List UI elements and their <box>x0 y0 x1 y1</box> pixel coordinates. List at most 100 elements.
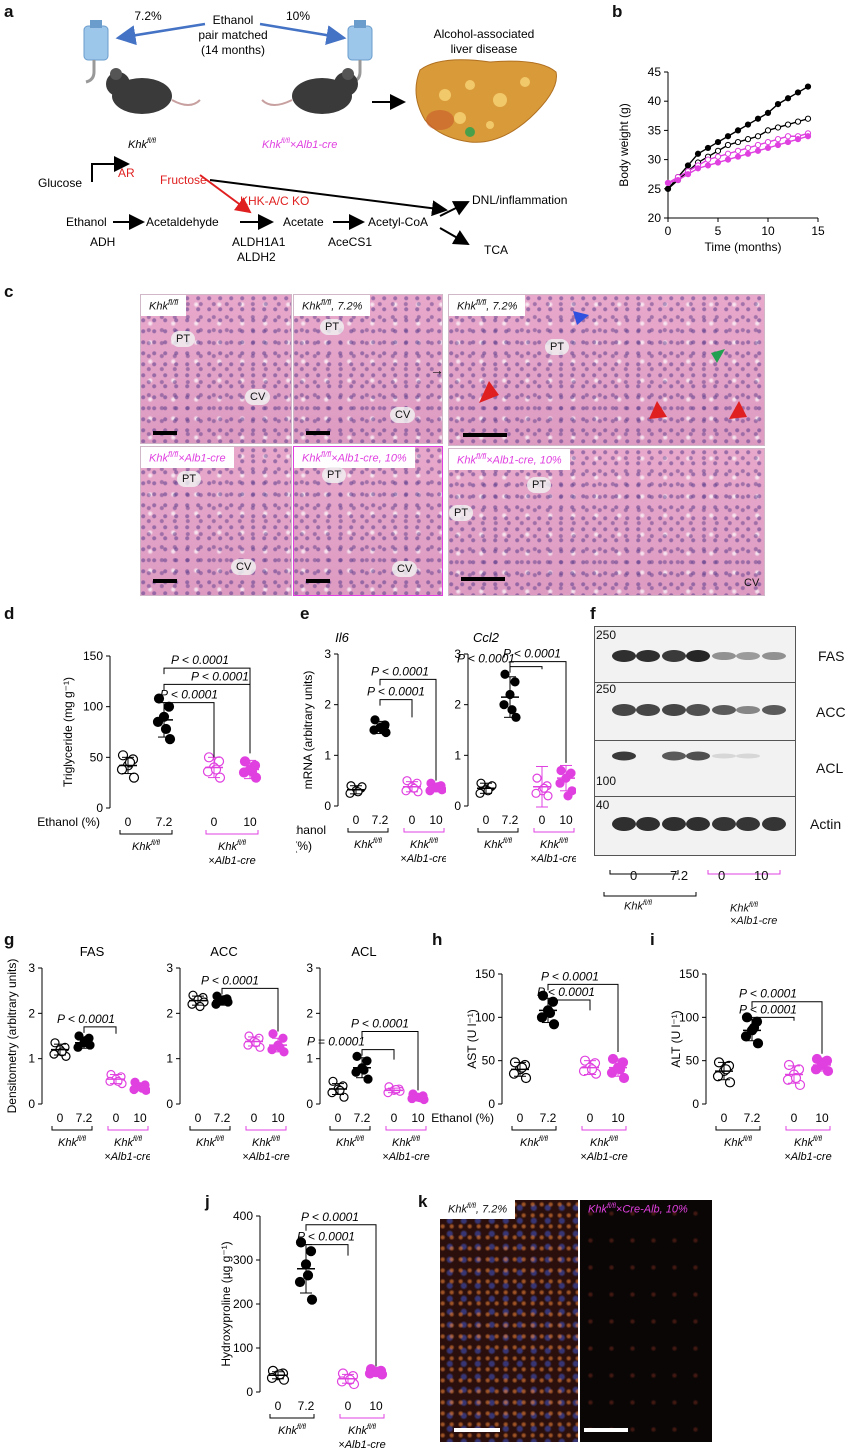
genotype-label-ko: Khkfl/fl <box>392 1136 420 1149</box>
panel-letter-h: h <box>432 930 443 949</box>
data-point <box>694 165 702 172</box>
data-point <box>246 766 258 777</box>
data-point <box>50 1038 60 1048</box>
data-point <box>783 1059 795 1071</box>
genotype-label-wt: Khkfl/fl <box>484 838 512 851</box>
data-point <box>536 1012 548 1023</box>
y-tick-label: 100 <box>475 1010 495 1024</box>
ethanol-axis-label: Ethanol (%) <box>431 1111 494 1125</box>
tca-label: TCA <box>484 243 508 257</box>
significance-bracket <box>751 1016 795 1024</box>
histology-label-4: Khkfl/fl×Alb1-cre <box>141 447 234 468</box>
y-tick-label: 0 <box>96 801 103 815</box>
data-point <box>744 121 752 128</box>
mouse-right-genotype: Khkfl/fl×Alb1-cre <box>262 138 337 151</box>
y-axis-title: Hydroxyproline (µg g⁻¹) <box>219 1241 233 1366</box>
data-point <box>363 1074 373 1084</box>
data-point <box>724 141 732 149</box>
data-point <box>516 1062 528 1073</box>
y-tick-label: 3 <box>454 647 461 661</box>
y-tick-label: 45 <box>648 65 662 79</box>
y-tick-label: 150 <box>475 967 495 981</box>
dnl-label: DNL/inflammation <box>472 193 567 207</box>
panel-letter-j: j <box>205 1192 210 1211</box>
pt-tag: PT <box>320 319 345 335</box>
x-group-label: 10 <box>611 1111 625 1125</box>
p-value-label: P < 0.0001 <box>57 1012 115 1026</box>
genotype-label-ko-suffix: ×Alb1-cre <box>784 1151 831 1163</box>
blot-band <box>736 817 760 831</box>
blot-band <box>712 652 736 660</box>
x-axis-title: Time (months) <box>705 240 782 254</box>
y-tick-label: 0 <box>28 1097 35 1111</box>
group-bracket-wt <box>347 828 389 833</box>
pt-tag: PT <box>177 471 202 487</box>
y-tick-label: 0 <box>166 1097 173 1111</box>
data-point <box>714 159 722 166</box>
data-point <box>804 115 812 122</box>
p-value-label: P < 0.0001 <box>457 652 515 666</box>
x-group-label: 0 <box>721 1111 728 1125</box>
ethanol-center-3: (14 months) <box>201 43 265 57</box>
panel-letter-c: c <box>4 282 14 301</box>
data-point <box>239 756 251 767</box>
x-group-label: 0 <box>345 1399 352 1413</box>
x-group-label: 0 <box>539 813 546 827</box>
chart-title: ACC <box>210 944 237 959</box>
aldh2-label: ALDH2 <box>237 250 276 264</box>
genotype-label-wt: Khkfl/fl <box>132 840 160 853</box>
blot-band <box>612 817 636 831</box>
y-tick-label: 300 <box>233 1253 253 1267</box>
p-value-label: P < 0.0001 <box>503 647 561 661</box>
acetate-label: Acetate <box>283 215 324 229</box>
data-point <box>618 1072 630 1084</box>
cv-tag: CV <box>245 389 271 405</box>
data-point <box>520 1072 532 1084</box>
genotype-label-ko: Khkfl/fl <box>794 1136 822 1149</box>
ethanol-center-1: Ethanol <box>213 13 254 27</box>
x-tick-label: 15 <box>811 224 825 238</box>
blot-band <box>712 705 736 715</box>
data-point <box>764 144 772 152</box>
significance-bracket <box>379 699 413 718</box>
p-value-label: P < 0.0001 <box>301 1210 359 1224</box>
data-point <box>774 141 782 149</box>
y-tick-label: 150 <box>679 967 699 981</box>
genotype-label-ko-suffix: ×Alb1-cre <box>104 1151 150 1163</box>
blot-band <box>662 704 686 716</box>
pt-tag: PT <box>545 339 570 355</box>
y-tick-label: 2 <box>454 698 461 712</box>
scale-bar <box>153 579 177 583</box>
data-point <box>720 1064 732 1075</box>
y-tick-label: 400 <box>233 1209 253 1223</box>
ethanol-pathway-label: Ethanol <box>66 215 107 229</box>
x-group-label: 10 <box>559 813 573 827</box>
data-point <box>409 783 419 793</box>
genotype-label-wt: Khkfl/fl <box>520 1136 548 1149</box>
data-point <box>377 724 387 734</box>
cv-tag: CV <box>390 407 416 423</box>
x-group-label: 0 <box>335 1111 342 1125</box>
conc-right-label: 10% <box>286 9 310 23</box>
data-point <box>73 1042 83 1052</box>
panel-g-fas-chart: 0 1 2 3 FAS Densitometry (arbitrary units) 0 7.… <box>5 944 150 1163</box>
data-point <box>734 153 742 160</box>
significance-bracket <box>547 983 619 1052</box>
data-point <box>268 1029 278 1039</box>
blot-band <box>736 753 760 759</box>
y-tick-label: 1 <box>166 1052 173 1066</box>
data-point <box>243 1040 253 1050</box>
significance-bracket <box>83 1026 117 1034</box>
p-value-label: P < 0.0001 <box>739 1002 797 1016</box>
data-point <box>210 764 222 775</box>
data-point <box>684 171 692 178</box>
panel-letter-a: a <box>4 2 14 21</box>
acecs1-label: AceCS1 <box>328 235 372 249</box>
y-tick-label: 2 <box>166 1006 173 1020</box>
panel-g-acl-chart: 0 1 2 3 ACL 0 7.2 0 10 Khkfl/fl Khkfl/fl ×Alb1-cre P… <box>306 944 429 1163</box>
pt-tag: PT <box>171 331 196 347</box>
p-value-label: P < 0.0001 <box>191 669 249 683</box>
marker-100: 100 <box>596 774 617 788</box>
blot-band <box>662 751 686 761</box>
